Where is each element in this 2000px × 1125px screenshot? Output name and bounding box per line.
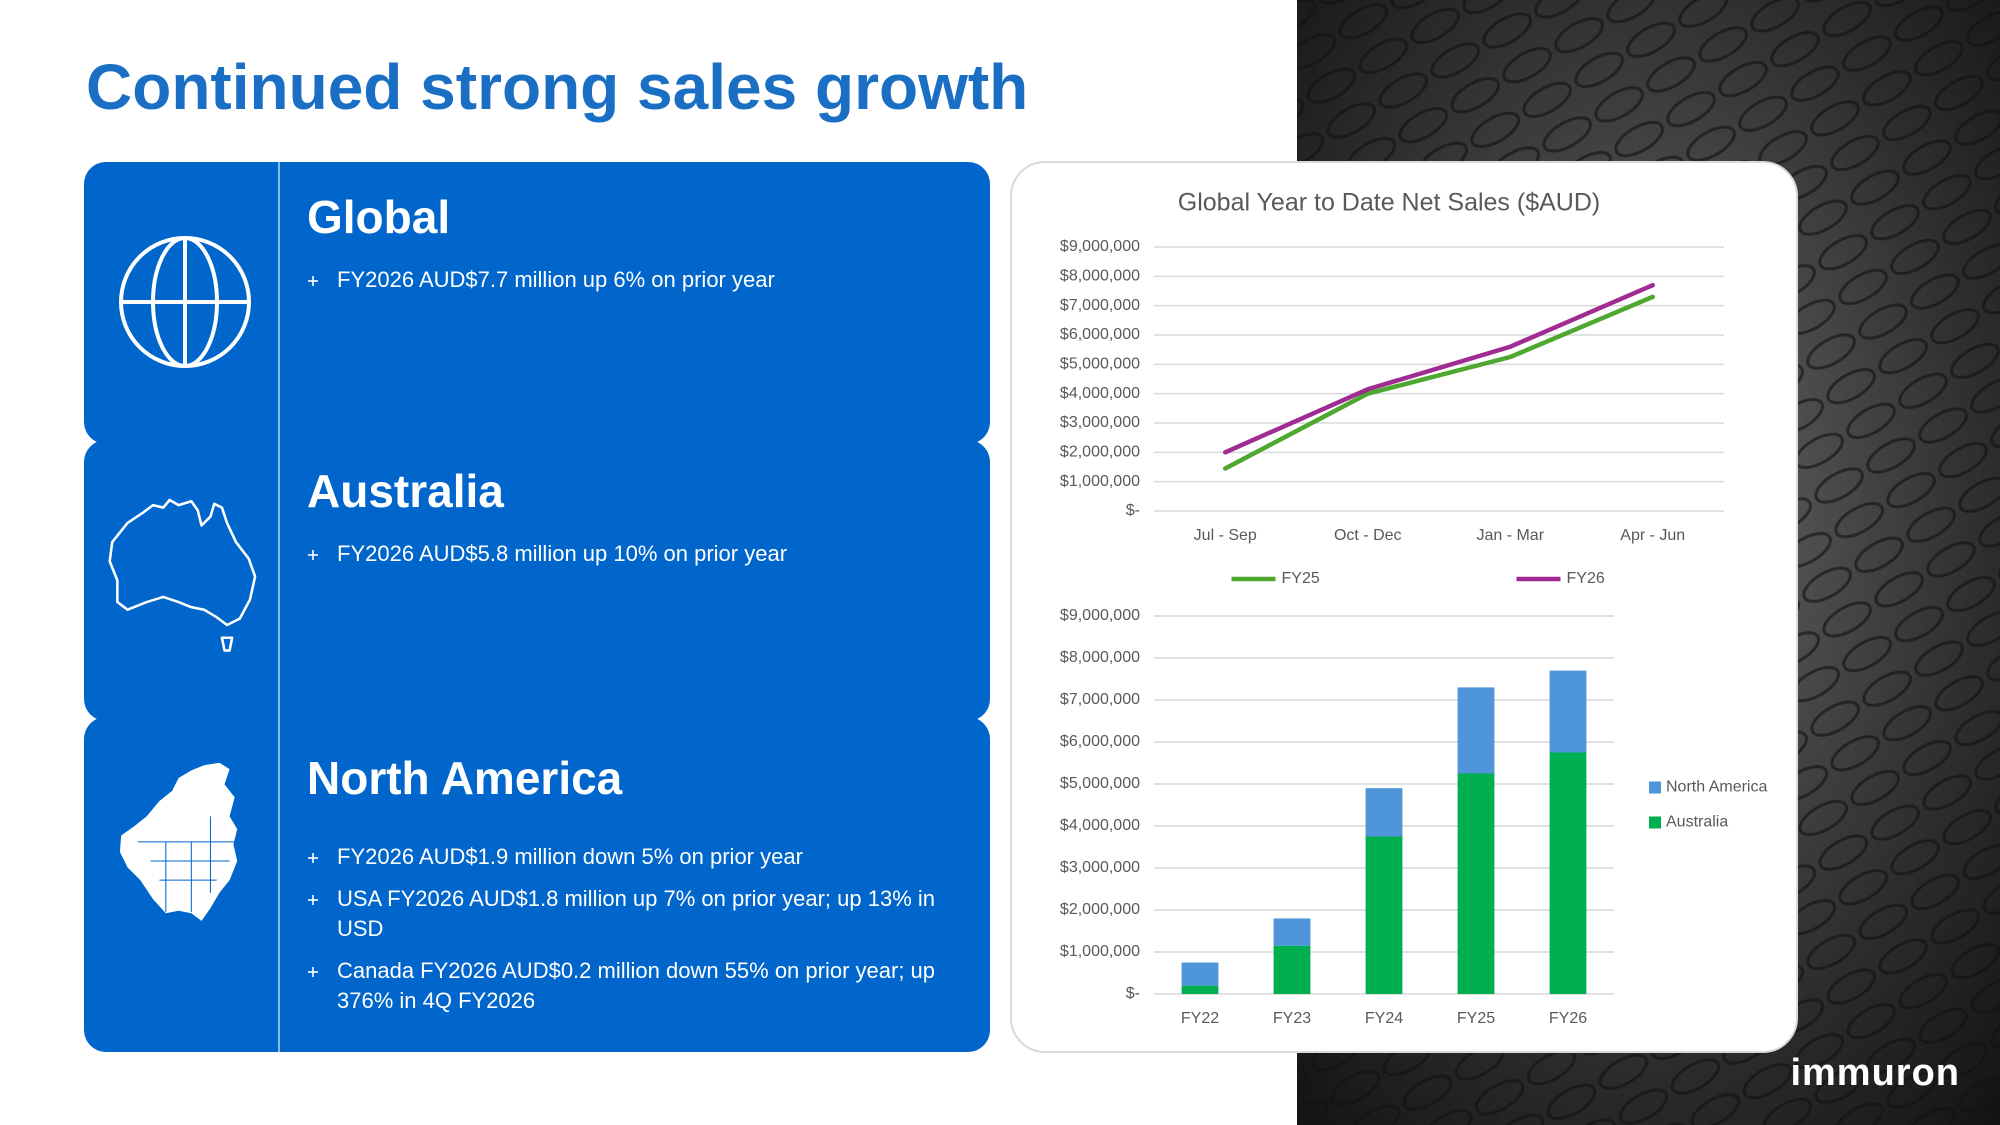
- panel-north-america: North America FY2026 AUD$1.9 million dow…: [307, 750, 967, 1028]
- y-tick-label: $3,000,000: [1060, 414, 1140, 431]
- legend-swatch: [1649, 816, 1661, 829]
- bullet-list: FY2026 AUD$1.9 million down 5% on prior …: [307, 842, 967, 1016]
- x-tick-label: FY22: [1181, 1010, 1219, 1027]
- bullet-marker: [308, 276, 318, 286]
- bullet: FY2026 AUD$5.8 million up 10% on prior y…: [307, 539, 967, 569]
- panel-card: [84, 162, 990, 444]
- legend-label: FY25: [1282, 570, 1320, 587]
- y-tick-label: $4,000,000: [1060, 817, 1140, 834]
- y-tick-label: $4,000,000: [1060, 385, 1140, 402]
- panel-card: [84, 717, 990, 1052]
- bullet-marker: [308, 895, 318, 905]
- bar-segment: [1457, 687, 1495, 774]
- y-tick-label: $8,000,000: [1060, 268, 1140, 285]
- chart-panel: [1010, 161, 1798, 1053]
- bullet-text: FY2026 AUD$5.8 million up 10% on prior y…: [337, 541, 788, 566]
- north-america-icon: [119, 762, 238, 921]
- x-tick-label: FY25: [1457, 1010, 1495, 1027]
- line-series: [1223, 282, 1655, 455]
- y-tick-label: $8,000,000: [1060, 649, 1140, 666]
- y-tick-label: $5,000,000: [1060, 775, 1140, 792]
- panel-card: [84, 440, 990, 721]
- y-tick-label: $1,000,000: [1060, 943, 1140, 960]
- line-series: [1223, 294, 1655, 471]
- bullet-text: USA FY2026 AUD$1.8 million up 7% on prio…: [337, 886, 935, 941]
- panel-australia: Australia FY2026 AUD$5.8 million up 10% …: [307, 463, 967, 581]
- legend-label: FY26: [1567, 570, 1605, 587]
- y-tick-label: $2,000,000: [1060, 901, 1140, 918]
- y-tick-label: $6,000,000: [1060, 326, 1140, 343]
- bullet-text: FY2026 AUD$1.9 million down 5% on prior …: [337, 844, 803, 869]
- bar-segment: [1365, 836, 1403, 994]
- bar-segment: [1273, 945, 1311, 994]
- bullet-text: FY2026 AUD$7.7 million up 6% on prior ye…: [337, 267, 775, 292]
- y-tick-label: $1,000,000: [1060, 473, 1140, 490]
- bullet: FY2026 AUD$1.9 million down 5% on prior …: [307, 842, 967, 872]
- panel-heading: Australia: [307, 465, 504, 517]
- globe-icon: [119, 236, 251, 368]
- bullet: USA FY2026 AUD$1.8 million up 7% on prio…: [307, 884, 967, 944]
- y-tick-label: $9,000,000: [1060, 238, 1140, 255]
- x-tick-label: Jan - Mar: [1476, 527, 1544, 544]
- logo: immuron: [1790, 1052, 1960, 1094]
- x-tick-label: Oct - Dec: [1334, 527, 1402, 544]
- bar-segment: [1549, 670, 1587, 753]
- y-tick-label: $6,000,000: [1060, 733, 1140, 750]
- panel-heading: North America: [307, 752, 623, 804]
- y-tick-label: $7,000,000: [1060, 691, 1140, 708]
- bar-segment: [1549, 752, 1587, 994]
- bar-segment: [1181, 962, 1219, 986]
- y-tick-label: $-: [1126, 985, 1140, 1002]
- y-tick-label: $9,000,000: [1060, 607, 1140, 624]
- x-tick-label: FY24: [1365, 1010, 1403, 1027]
- y-tick-label: $-: [1126, 502, 1140, 519]
- legend-swatch: [1649, 781, 1661, 794]
- x-tick-label: Jul - Sep: [1194, 527, 1257, 544]
- bullet-list: FY2026 AUD$5.8 million up 10% on prior y…: [307, 539, 967, 569]
- panel-global: Global FY2026 AUD$7.7 million up 6% on p…: [307, 189, 967, 307]
- x-tick-label: FY23: [1273, 1010, 1311, 1027]
- x-tick-label: FY26: [1549, 1010, 1587, 1027]
- bar-segment: [1273, 918, 1311, 946]
- panel-heading: Global: [307, 191, 451, 243]
- bullet: FY2026 AUD$7.7 million up 6% on prior ye…: [307, 265, 967, 295]
- bullet-marker: [308, 550, 318, 560]
- x-tick-label: Apr - Jun: [1620, 527, 1685, 544]
- bullet-marker: [308, 853, 318, 863]
- bar-segment: [1365, 788, 1403, 837]
- legend-label: North America: [1666, 779, 1767, 796]
- bar-segment: [1181, 985, 1219, 994]
- chart-title: Global Year to Date Net Sales ($AUD): [1178, 189, 1600, 217]
- legend-label: Australia: [1666, 814, 1728, 831]
- y-tick-label: $3,000,000: [1060, 859, 1140, 876]
- bullet-text: Canada FY2026 AUD$0.2 million down 55% o…: [337, 958, 936, 1013]
- y-tick-label: $7,000,000: [1060, 297, 1140, 314]
- bar-segment: [1457, 773, 1495, 994]
- slide-title: Continued strong sales growth: [86, 51, 1028, 123]
- y-tick-label: $2,000,000: [1060, 444, 1140, 461]
- bullet: Canada FY2026 AUD$0.2 million down 55% o…: [307, 956, 967, 1016]
- bullet-marker: [308, 967, 318, 977]
- y-tick-label: $5,000,000: [1060, 356, 1140, 373]
- bullet-list: FY2026 AUD$7.7 million up 6% on prior ye…: [307, 265, 967, 295]
- australia-icon: [108, 498, 257, 652]
